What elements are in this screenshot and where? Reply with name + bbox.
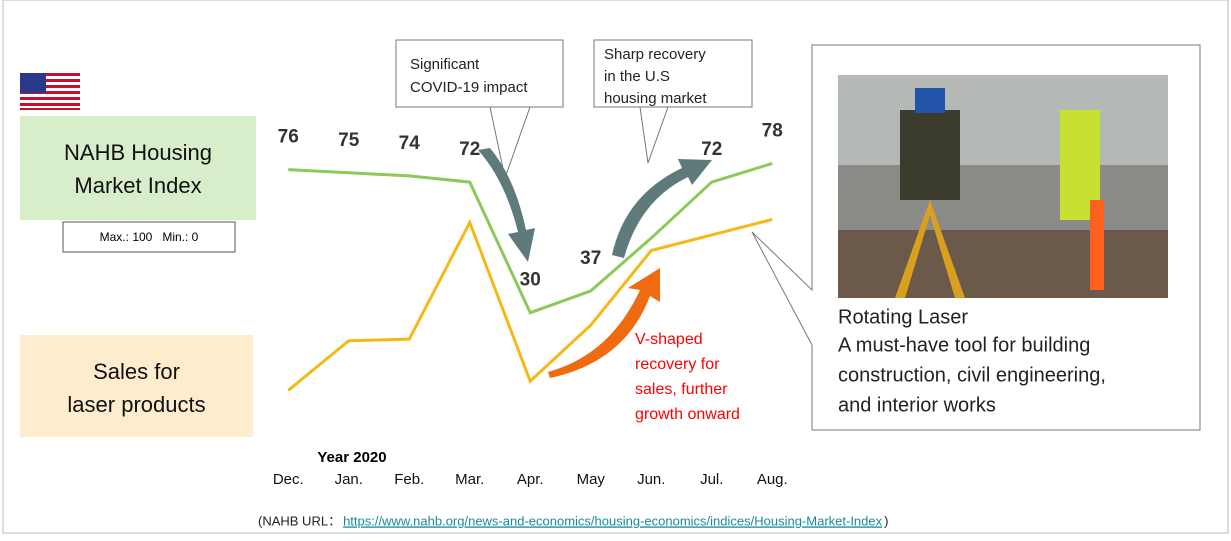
- x-tick-label: May: [577, 471, 606, 488]
- product-title: Rotating Laser: [838, 306, 968, 328]
- legend-label: Sales for: [93, 359, 180, 384]
- legend-label: laser products: [67, 392, 205, 417]
- us-flag: [20, 73, 80, 110]
- product-text: and interior works: [838, 394, 996, 416]
- sales-note: V-shaped: [635, 331, 703, 348]
- sales-note: recovery for: [635, 356, 720, 373]
- x-tick-label: Feb.: [394, 471, 424, 488]
- callout-text: in the U.S: [604, 68, 670, 85]
- callout-text: Significant: [410, 56, 480, 73]
- series-line: [288, 161, 773, 315]
- x-tick-label: Jun.: [637, 471, 665, 488]
- product-photo: [838, 75, 1168, 298]
- sales-arrow: [548, 268, 660, 378]
- source-prefix: (NAHB URL：: [258, 513, 341, 528]
- sales-note: growth onward: [635, 406, 740, 423]
- x-tick-label: Dec.: [273, 471, 304, 488]
- x-tick-label: Jul.: [700, 471, 723, 488]
- callout-text: COVID-19 impact: [410, 79, 528, 96]
- data-label: 78: [762, 120, 783, 141]
- data-label: 37: [580, 248, 601, 269]
- nahb-box: [20, 116, 256, 220]
- sales-note: sales, further: [635, 381, 728, 398]
- legend-label: NAHB Housing: [64, 140, 212, 165]
- product-text: A must-have tool for building: [838, 334, 1090, 356]
- x-tick-label: Apr.: [517, 471, 544, 488]
- data-label: 72: [701, 139, 722, 160]
- callout-text: housing market: [604, 90, 707, 107]
- x-tick-label: Jan.: [335, 471, 363, 488]
- data-label: 30: [520, 270, 541, 291]
- callout-text: Sharp recovery: [604, 46, 706, 63]
- drop-arrow: [478, 148, 535, 262]
- legend-label: Market Index: [74, 173, 201, 198]
- series-line: [287, 217, 773, 392]
- source-suffix: ): [884, 513, 888, 528]
- range-note: Max.: 100 Min.: 0: [100, 230, 199, 244]
- x-tick-label: Mar.: [455, 471, 484, 488]
- data-label: 72: [459, 139, 480, 160]
- source-url[interactable]: https://www.nahb.org/news-and-economics/…: [343, 513, 883, 528]
- x-tick-label: Aug.: [757, 471, 788, 488]
- product-text: construction, civil engineering,: [838, 364, 1106, 386]
- x-title: Year 2020: [317, 449, 386, 466]
- data-label: 76: [278, 127, 299, 148]
- data-label: 75: [338, 130, 360, 151]
- source-link[interactable]: https://www.nahb.org/news-and-economics/…: [343, 513, 883, 528]
- data-label: 74: [399, 133, 421, 154]
- range-box: [62, 221, 236, 253]
- sales-box: [20, 335, 253, 437]
- recovery-arrow: [612, 159, 712, 258]
- callout-shapes: [395, 39, 753, 180]
